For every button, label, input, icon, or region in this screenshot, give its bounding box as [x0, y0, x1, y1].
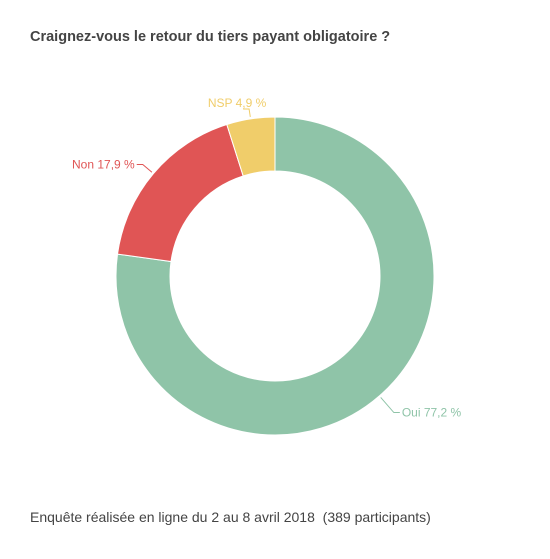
- slice-non: [116, 123, 244, 263]
- donut-slices: [115, 116, 435, 436]
- leader-line-nsp: [243, 108, 251, 117]
- slice-oui: [115, 116, 435, 436]
- slice-labels: Oui 77,2 % Non 17,9 % NSP 4,9 %: [72, 96, 462, 420]
- slice-label-oui: Oui 77,2 %: [402, 406, 462, 420]
- chart-title: Craignez-vous le retour du tiers payant …: [30, 29, 391, 45]
- leader-line-oui: [380, 397, 400, 414]
- slice-label-nsp: NSP 4,9 %: [208, 96, 267, 110]
- survey-footnote: Enquête réalisée en ligne du 2 au 8 avri…: [30, 509, 431, 525]
- slice-nsp: [226, 116, 276, 177]
- leader-line-non: [136, 163, 153, 173]
- slice-label-non: Non 17,9 %: [72, 157, 135, 171]
